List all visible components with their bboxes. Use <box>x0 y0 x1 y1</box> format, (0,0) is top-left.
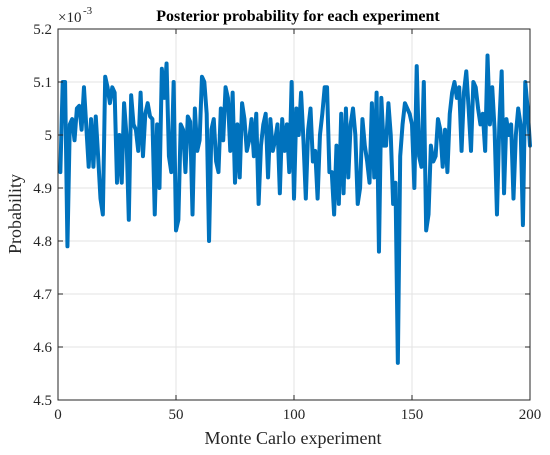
chart-title: Posterior probability for each experimen… <box>156 8 440 25</box>
x-axis-label: Monte Carlo experiment <box>205 428 382 448</box>
tick-layer: 0 50 100 150 200 4.5 4.6 4.7 4.8 4.9 5 5.1 5.2 <box>33 22 541 423</box>
x-tick-label: 50 <box>169 407 184 423</box>
y-tick-label: 5.2 <box>33 22 52 38</box>
y-tick-label: 4.9 <box>33 181 52 197</box>
series-line <box>58 53 532 365</box>
y-tick-label: 4.6 <box>33 340 52 356</box>
series-layer <box>58 53 532 365</box>
y-tick-label: 4.7 <box>33 287 52 303</box>
x-tick-label: 100 <box>283 407 306 423</box>
y-exponent: ×10 -3 <box>58 5 93 26</box>
y-tick-label: 4.8 <box>33 234 52 250</box>
y-exponent-base: ×10 <box>58 10 81 26</box>
y-axis-label: Probability <box>5 174 25 254</box>
x-tick-label: 0 <box>54 407 62 423</box>
y-tick-label: 4.5 <box>33 393 52 409</box>
x-tick-label: 150 <box>401 407 424 423</box>
y-exponent-power: -3 <box>83 5 93 17</box>
x-tick-label: 200 <box>519 407 542 423</box>
y-tick-label: 5.1 <box>33 75 52 91</box>
y-tick-label: 5 <box>45 128 53 144</box>
